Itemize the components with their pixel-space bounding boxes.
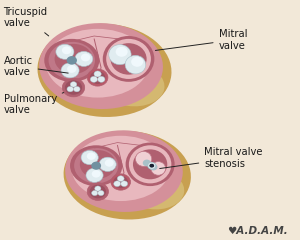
Ellipse shape: [91, 162, 101, 170]
Ellipse shape: [81, 54, 90, 61]
Ellipse shape: [87, 152, 96, 160]
Ellipse shape: [135, 151, 152, 166]
Ellipse shape: [65, 130, 183, 212]
Ellipse shape: [94, 71, 101, 77]
Ellipse shape: [117, 176, 124, 181]
Ellipse shape: [143, 160, 151, 166]
Ellipse shape: [103, 36, 154, 82]
Ellipse shape: [105, 159, 114, 167]
Ellipse shape: [111, 174, 130, 190]
Ellipse shape: [92, 191, 98, 196]
Text: Mitral
valve: Mitral valve: [155, 29, 247, 51]
Ellipse shape: [38, 24, 172, 117]
Ellipse shape: [98, 191, 104, 196]
Ellipse shape: [121, 181, 128, 186]
Ellipse shape: [133, 149, 167, 179]
Ellipse shape: [67, 65, 76, 73]
Ellipse shape: [56, 44, 74, 59]
Ellipse shape: [113, 176, 128, 188]
Ellipse shape: [109, 45, 131, 65]
Ellipse shape: [46, 29, 149, 98]
Ellipse shape: [126, 143, 175, 186]
Ellipse shape: [62, 78, 85, 97]
Ellipse shape: [81, 150, 98, 165]
Ellipse shape: [86, 168, 103, 182]
Ellipse shape: [70, 145, 122, 186]
Ellipse shape: [64, 131, 191, 220]
Ellipse shape: [90, 185, 106, 198]
Ellipse shape: [65, 80, 82, 95]
Text: Aortic
valve: Aortic valve: [4, 55, 68, 77]
Ellipse shape: [72, 136, 170, 201]
Ellipse shape: [99, 157, 116, 171]
Ellipse shape: [92, 170, 101, 178]
Ellipse shape: [61, 63, 79, 78]
Text: Tricuspid
valve: Tricuspid valve: [4, 6, 49, 36]
Ellipse shape: [39, 23, 163, 109]
Ellipse shape: [125, 55, 146, 74]
Ellipse shape: [106, 39, 151, 79]
Text: Pulmonary
valve: Pulmonary valve: [4, 93, 64, 115]
Ellipse shape: [87, 69, 108, 86]
Ellipse shape: [90, 76, 98, 82]
Ellipse shape: [110, 43, 147, 75]
Ellipse shape: [116, 47, 128, 57]
Ellipse shape: [74, 148, 118, 183]
Ellipse shape: [62, 46, 71, 54]
Ellipse shape: [55, 44, 92, 74]
Ellipse shape: [75, 51, 93, 66]
Ellipse shape: [98, 76, 105, 82]
Ellipse shape: [122, 168, 184, 210]
Ellipse shape: [95, 186, 101, 191]
Ellipse shape: [44, 39, 99, 82]
Ellipse shape: [87, 183, 108, 200]
Ellipse shape: [100, 63, 164, 106]
Ellipse shape: [70, 82, 77, 87]
Ellipse shape: [80, 150, 116, 179]
Ellipse shape: [149, 164, 158, 170]
Ellipse shape: [149, 164, 154, 168]
Ellipse shape: [151, 162, 166, 175]
Ellipse shape: [147, 162, 156, 169]
Text: ♥A.D.A.M.: ♥A.D.A.M.: [227, 226, 288, 236]
Ellipse shape: [131, 57, 143, 67]
Ellipse shape: [67, 86, 74, 92]
Ellipse shape: [129, 145, 171, 183]
Ellipse shape: [49, 42, 95, 79]
Ellipse shape: [74, 86, 80, 92]
Ellipse shape: [114, 181, 121, 186]
Text: Mitral valve
stenosis: Mitral valve stenosis: [160, 147, 263, 169]
Ellipse shape: [67, 56, 77, 65]
Ellipse shape: [90, 71, 105, 84]
